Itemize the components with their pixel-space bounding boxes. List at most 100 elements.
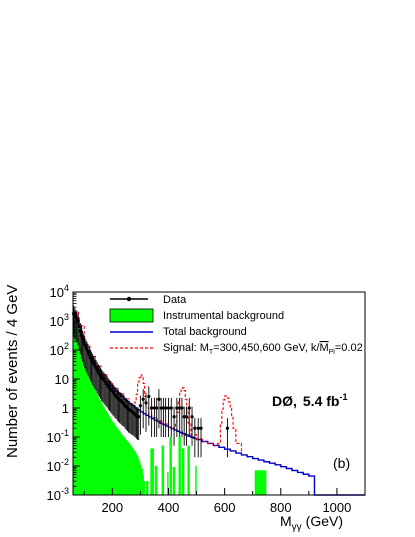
instrumental-bar: [80, 352, 83, 496]
y-tick-label-exponent: 3: [64, 312, 69, 322]
legend-data-marker: [126, 296, 132, 302]
instrumental-bar: [141, 468, 143, 496]
instrumental-bar: [120, 432, 122, 496]
data-point: [172, 415, 176, 419]
x-axis-label-sub: γγ: [292, 522, 302, 533]
data-point: [175, 406, 179, 410]
data-point: [155, 406, 159, 410]
legend-signal-text-3: =0.02: [335, 342, 363, 354]
legend-signal-label: Signal: MT=300,450,600 GeV, k/MPl=0.02: [163, 342, 363, 356]
data-point: [190, 415, 194, 419]
instrumental-bar: [117, 429, 120, 496]
instrumental-bar: [187, 445, 189, 496]
instrumental-bar: [88, 376, 90, 496]
experiment-name: DØ,: [272, 393, 297, 409]
instrumental-bar: [90, 381, 93, 496]
y-tick-label-base: 10: [47, 459, 61, 474]
instrumental-bar: [188, 445, 190, 496]
instrumental-bar: [257, 470, 259, 496]
instrumental-bar: [162, 445, 165, 496]
instrumental-bar: [102, 404, 104, 496]
instrumental-bar: [173, 467, 176, 496]
data-point: [144, 401, 148, 405]
instrumental-bar: [108, 416, 111, 496]
instrumental-bar: [131, 446, 133, 496]
instrumental-bar: [145, 481, 148, 496]
instrumental-bar: [109, 417, 112, 496]
y-tick-label-exponent: -2: [61, 457, 69, 467]
instrumental-bar: [112, 421, 114, 496]
data-point: [196, 426, 200, 430]
instrumental-bar: [78, 343, 80, 496]
instrumental-bar: [182, 448, 185, 496]
legend: Data Instrumental background Total backg…: [109, 294, 363, 356]
instrumental-bar: [161, 445, 163, 496]
instrumental-bar: [181, 448, 184, 496]
instrumental-bar: [261, 470, 263, 496]
instrumental-bar: [84, 363, 86, 496]
instrumental-bar: [124, 438, 126, 496]
y-tick-label-base: 10: [50, 343, 64, 358]
data-point: [182, 415, 186, 419]
x-axis-label-unit: (GeV): [306, 513, 343, 529]
x-tick-label: 400: [158, 500, 180, 515]
instrumental-bar: [259, 470, 261, 496]
data-point: [180, 406, 184, 410]
instrumental-bar: [106, 412, 108, 496]
instrumental-bar: [111, 419, 113, 496]
instrumental-bar: [76, 333, 78, 496]
data-point: [193, 426, 197, 430]
instrumental-bar: [170, 436, 172, 496]
y-tick-label: 10-2: [47, 457, 69, 474]
instrumental-bar: [100, 402, 103, 496]
data-point: [147, 394, 151, 399]
data-point: [159, 406, 163, 410]
instrumental-bar: [103, 406, 105, 496]
data-point: [178, 406, 182, 410]
instrumental-bar: [81, 355, 84, 496]
instrumental-bar: [99, 400, 102, 496]
instrumental-bar: [123, 436, 125, 496]
x-axis-label: Mγγ (GeV): [280, 513, 343, 533]
data-point: [187, 406, 191, 410]
instrumental-bar: [79, 347, 82, 496]
legend-signal-text-2: =300,450,600 GeV, k/: [213, 342, 320, 354]
instrumental-bar: [139, 461, 141, 496]
y-tick-label: 102: [50, 341, 69, 358]
x-tick-label: 1000: [322, 500, 351, 515]
data-point: [157, 397, 161, 401]
instrumental-bar: [255, 470, 258, 496]
legend-instrumental-swatch: [109, 308, 154, 323]
instrumental-bar: [155, 465, 158, 496]
instrumental-bar: [179, 436, 181, 496]
legend-signal-sub-2: Pl: [329, 349, 336, 356]
data-point: [199, 426, 203, 430]
y-axis-label: Number of events / 4 GeV: [4, 285, 21, 458]
data-point: [152, 406, 157, 410]
y-tick-label: 10-1: [47, 428, 69, 445]
instrumental-bar: [262, 470, 265, 496]
legend-signal-overline: M: [319, 342, 328, 354]
instrumental-bar: [82, 359, 85, 496]
instrumental-bar: [87, 372, 89, 496]
instrumental-bar: [130, 445, 132, 496]
instrumental-bar: [136, 455, 139, 496]
signal-path: [73, 311, 243, 454]
luminosity-exponent: -1: [339, 392, 347, 402]
instrumental-bar: [98, 398, 101, 496]
instrumental-bar: [97, 396, 99, 496]
instrumental-bar: [86, 369, 88, 496]
y-tick-label-base: 1: [62, 401, 69, 416]
instrumental-bar: [142, 474, 144, 496]
instrumental-bar: [132, 448, 134, 496]
instrumental-bar: [263, 470, 266, 496]
y-tick-label: 103: [50, 312, 69, 329]
x-tick-label: 800: [270, 500, 292, 515]
instrumental-bar: [115, 426, 117, 496]
instrumental-bar: [137, 458, 140, 496]
instrumental-bar: [152, 448, 155, 496]
legend-signal-sub-1: T: [209, 349, 214, 356]
y-tick-label-base: 10: [47, 488, 61, 503]
instrumental-bar: [122, 435, 124, 496]
